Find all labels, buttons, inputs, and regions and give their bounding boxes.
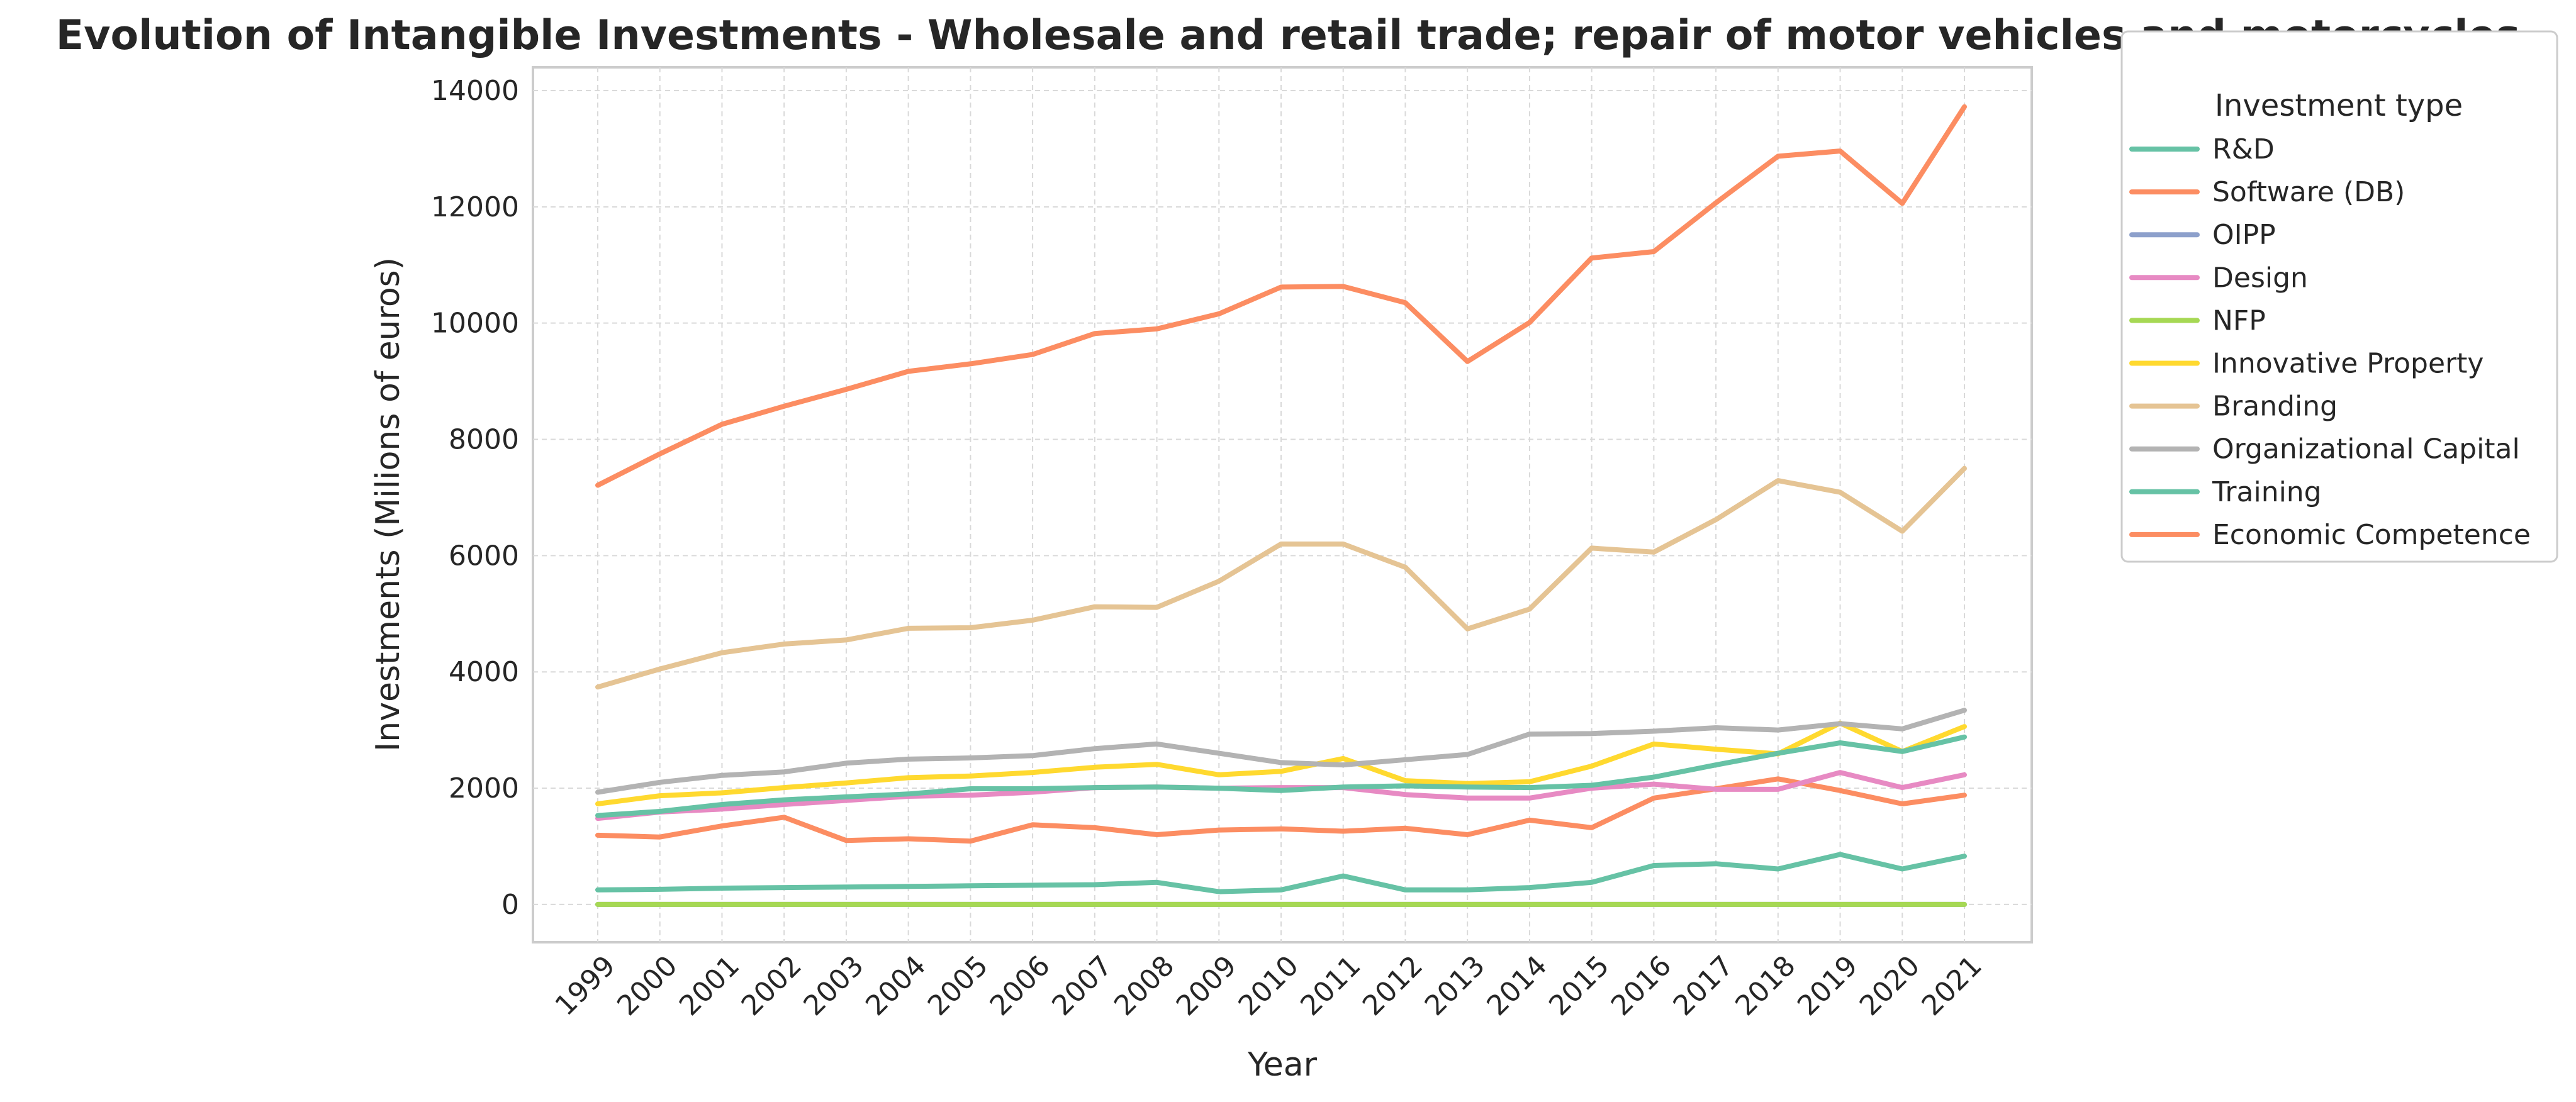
legend-item-innovative-property: Innovative Property [2129,348,2484,380]
x-tick-label: 2000 [611,950,683,1022]
series-line-design [595,770,1967,821]
x-tick-label: 2019 [1791,950,1864,1022]
legend-item-design: Design [2129,262,2308,294]
y-tick-label: 10000 [431,308,519,340]
legend-label: Software (DB) [2212,176,2405,208]
x-axis-label: Year [1247,1046,1318,1084]
chart-title: Evolution of Intangible Investments - Wh… [56,12,2521,59]
x-tick-label: 2015 [1543,950,1615,1022]
series-line-branding [595,465,1967,690]
legend-label: Organizational Capital [2212,433,2520,465]
y-tick-label: 14000 [431,75,519,107]
x-tick-label: 2012 [1357,950,1429,1022]
legend-item-training: Training [2129,476,2322,508]
x-tick-label: 2004 [860,950,932,1022]
x-tick-label: 2001 [673,950,746,1022]
legend-label: Innovative Property [2212,348,2484,380]
x-tick-label: 2007 [1046,950,1118,1022]
series-line-economic-competence [595,104,1967,488]
legend-label: Training [2212,476,2322,508]
legend-item-economic-competence: Economic Competence [2129,519,2531,551]
series-line-organizational-capital [595,708,1967,795]
legend-label: NFP [2212,304,2266,337]
x-tick-label: 2013 [1419,950,1491,1022]
x-tick-label: 1999 [549,950,622,1022]
y-tick-label: 0 [501,889,519,921]
x-axis-ticks: 1999200020012002200320042005200620072008… [549,950,1988,1022]
x-tick-label: 2020 [1854,950,1926,1022]
y-tick-label: 6000 [449,540,519,572]
legend-label: Design [2212,262,2308,294]
plot-area [532,66,2033,943]
legend-label: OIPP [2212,219,2276,251]
series-line-training [595,734,1967,818]
legend-item-branding: Branding [2129,391,2338,423]
legend-item-nfp: NFP [2129,304,2266,337]
x-tick-label: 2018 [1729,950,1801,1022]
x-tick-label: 2010 [1233,950,1305,1022]
legend: Investment type R&D Software (DB) OIPP Desi… [2120,30,2558,563]
series-line-software-db [595,776,1967,844]
x-tick-label: 2011 [1294,950,1367,1022]
legend-item-oipp: OIPP [2129,219,2276,251]
x-tick-label: 2002 [736,950,808,1022]
y-tick-label: 4000 [449,656,519,688]
legend-items: R&D Software (DB) OIPP Design NFP Innovative … [2129,133,2531,551]
legend-frame [2120,30,2558,563]
series-line-r-d [595,852,1967,894]
x-tick-label: 2014 [1481,950,1553,1022]
legend-item-organizational-capital: Organizational Capital [2129,433,2520,465]
x-tick-label: 2003 [797,950,870,1022]
y-axis-ticks: 0 2000 4000 6000 8000 10000 12000 14000 [431,75,519,921]
x-tick-label: 2017 [1667,950,1740,1022]
legend-title: Investment type [2215,88,2463,123]
y-tick-label: 2000 [449,772,519,804]
legend-label: R&D [2212,133,2275,165]
x-tick-label: 2016 [1605,950,1677,1022]
grid [533,67,2032,942]
y-tick-label: 12000 [431,191,519,223]
y-tick-label: 8000 [449,424,519,456]
series-lines [595,104,1967,907]
legend-item-software-db: Software (DB) [2129,176,2405,208]
x-tick-label: 2005 [922,950,994,1022]
x-tick-label: 2021 [1916,950,1988,1022]
plot-frame [532,66,2033,943]
y-axis-label: Investments (Milions of euros) [369,257,407,752]
legend-label: Branding [2212,391,2338,423]
x-tick-label: 2006 [984,950,1056,1022]
x-tick-label: 2009 [1170,950,1243,1022]
series-line-innovative-property [595,720,1967,806]
x-tick-label: 2008 [1108,950,1180,1022]
legend-item-r-d: R&D [2129,133,2275,165]
legend-label: Economic Competence [2212,519,2531,551]
